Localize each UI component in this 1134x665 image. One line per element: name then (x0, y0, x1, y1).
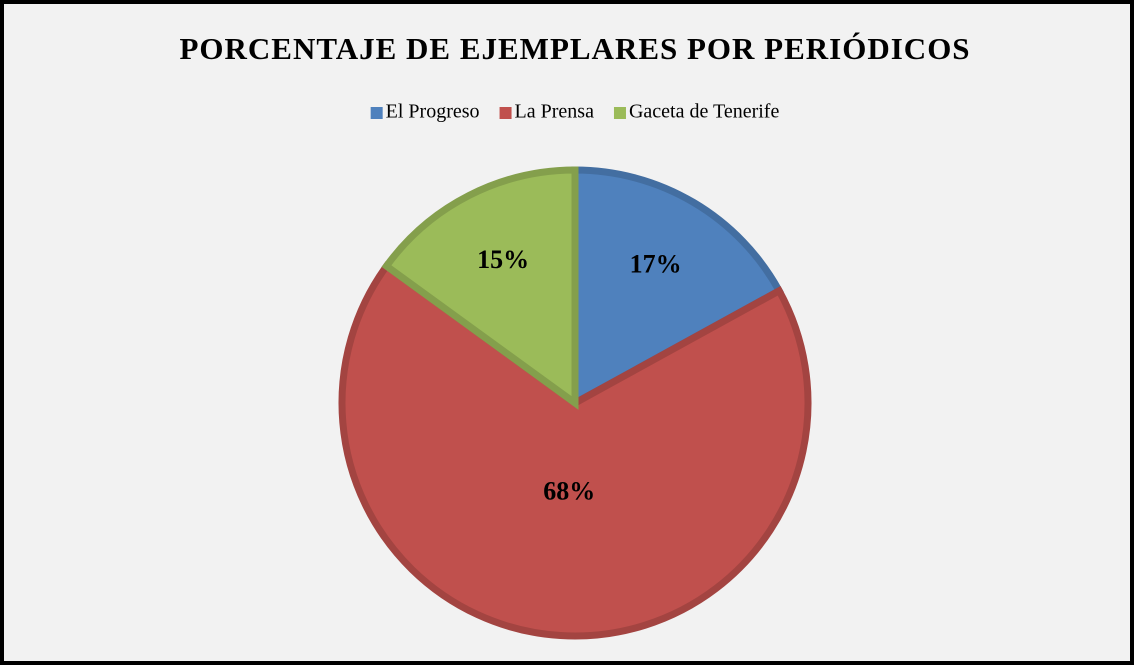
data-label: 68% (543, 477, 595, 506)
data-label: 15% (477, 245, 529, 274)
legend-swatch (370, 107, 383, 119)
legend-label: Gaceta de Tenerife (629, 101, 779, 123)
pie-slice (381, 166, 579, 410)
legend-label: La Prensa (515, 101, 595, 123)
legend-label: El Progreso (386, 101, 480, 123)
pie-slice (338, 261, 812, 640)
data-label: 17% (630, 250, 682, 279)
legend-swatch (499, 107, 512, 119)
chart-title: PORCENTAJE DE EJEMPLARES POR PERIÓDICOS (179, 31, 970, 66)
pie-slice (571, 166, 784, 409)
legend-swatch (613, 107, 626, 119)
